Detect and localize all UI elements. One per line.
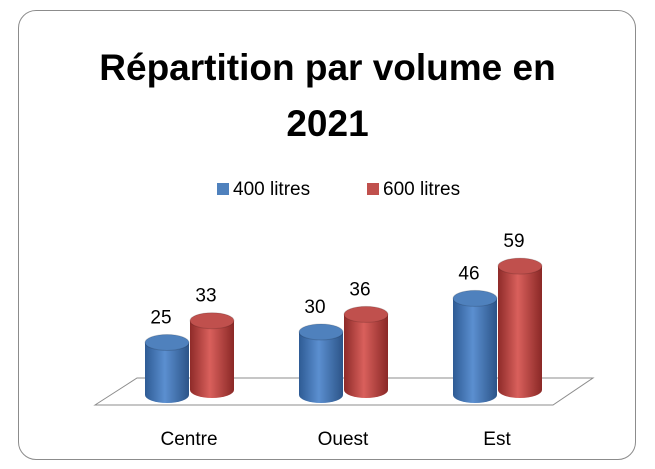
bar	[144, 334, 190, 403]
data-label: 36	[349, 279, 370, 300]
cylinder-body	[145, 342, 189, 403]
x-tick-label: Ouest	[318, 429, 369, 450]
x-tick-label: Est	[483, 429, 511, 450]
bar	[298, 323, 344, 403]
bar	[452, 289, 498, 403]
cylinder-top	[452, 289, 498, 307]
cylinder-body	[299, 332, 343, 403]
chart-title: Répartition par volume en 2021	[99, 47, 556, 144]
cylinder-top	[144, 334, 190, 351]
cylinder-body	[498, 266, 542, 398]
data-label: 59	[503, 231, 524, 252]
cylinder-top	[298, 323, 344, 341]
legend-label: 400 litres	[233, 179, 310, 200]
legend-swatch	[367, 183, 379, 195]
data-label: 25	[150, 308, 171, 329]
bar	[189, 312, 235, 398]
bar	[497, 257, 543, 398]
data-label: 30	[304, 297, 325, 318]
cylinder-body	[344, 314, 388, 398]
cylinder-body	[453, 298, 497, 403]
cylinder-top	[343, 305, 389, 323]
cylinder-body	[190, 320, 234, 398]
legend-label: 600 litres	[383, 179, 460, 200]
data-label: 46	[458, 263, 479, 284]
cylinder-top	[497, 257, 543, 275]
bar	[343, 305, 389, 398]
x-tick-label: Centre	[160, 429, 217, 450]
chart-frame	[18, 10, 636, 460]
data-label: 33	[195, 286, 216, 307]
legend-swatch	[217, 183, 229, 195]
cylinder-top	[189, 312, 235, 330]
